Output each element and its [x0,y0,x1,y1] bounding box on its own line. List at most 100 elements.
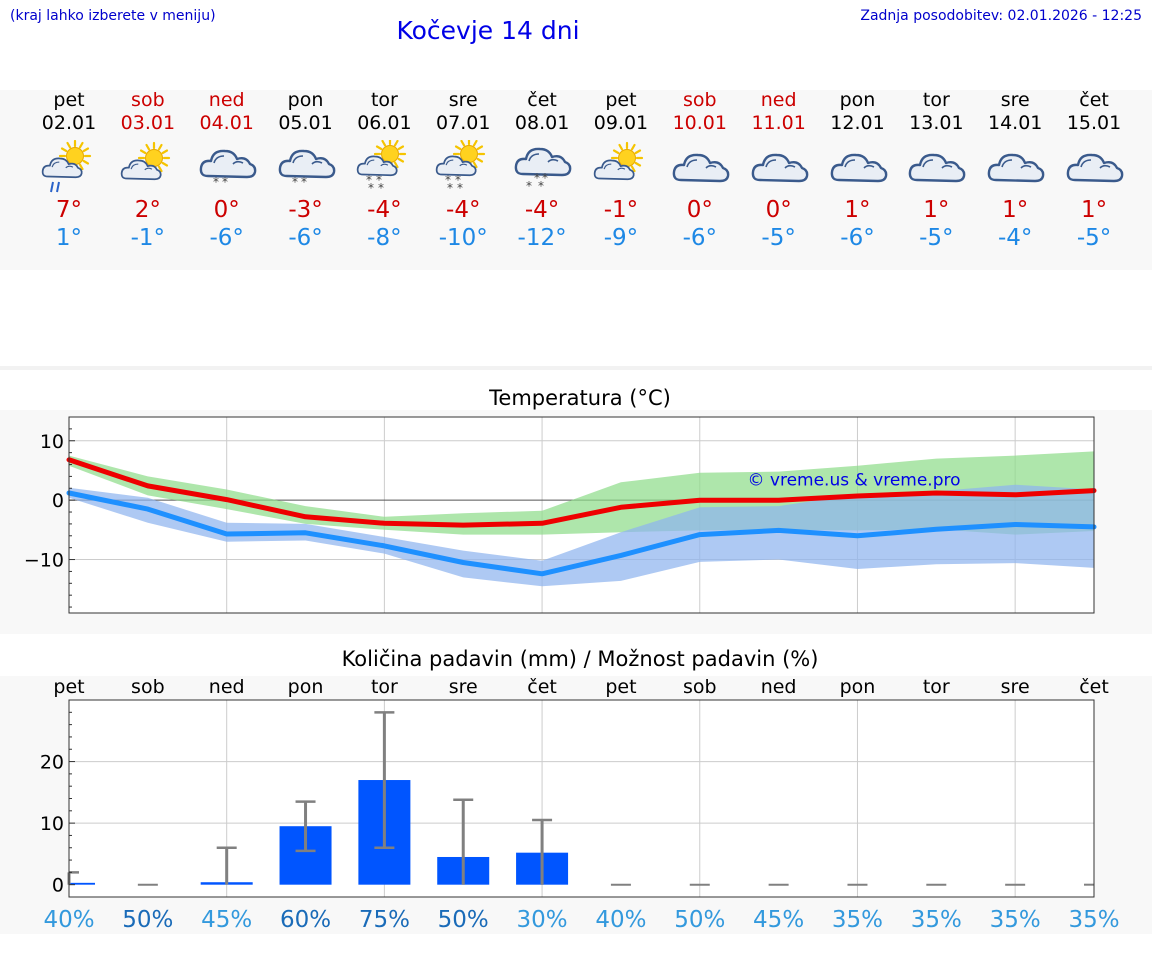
day-temp-max: 2° [134,197,161,223]
day-weekday: pet [605,89,637,111]
day-date: 08.01 [514,112,570,134]
location-hint[interactable]: (kraj lahko izberete v meniju) [10,8,216,24]
day-date: 04.01 [199,112,254,134]
day-temp-min: -12° [517,225,567,251]
day-weekday: sre [1000,89,1030,111]
day-temp-min: -5° [919,225,954,251]
day-forecast: sre 07.01 * * * * -4° -10° [423,88,503,252]
svg-text:*: * [445,173,451,187]
sun-cloud-snow-icon: * ** * [436,140,486,194]
day-temp-max: 0° [765,197,792,223]
day-weekday: pon [839,89,876,111]
category-label: pet [605,676,636,698]
day-forecast: čet 15.01 1° -5° [1054,88,1134,252]
svg-text:*: * [538,179,544,193]
plot-frame [68,416,1095,614]
day-date: 06.01 [357,112,412,134]
page-title: Kočevje 14 dni [396,16,580,45]
svg-text:*: * [222,175,228,189]
day-forecast: pet 09.01 -1° -9° [581,88,661,252]
day-forecast: sob 03.01 2° -1° [108,88,188,252]
day-weekday: tor [922,89,950,111]
category-label: sre [449,676,478,698]
day-temp-max: 0° [213,197,240,223]
day-date: 10.01 [672,112,727,134]
day-weekday: sre [448,89,478,111]
precipitation-probability: 75% [359,907,410,933]
precipitation-probability: 40% [595,907,646,933]
svg-text:*: * [368,181,374,194]
max-temperature-line [66,457,1097,528]
day-temp-min: -5° [761,225,796,251]
day-forecast: pon 12.01 1° -6° [818,88,898,252]
y-tick-label: 20 [40,752,64,774]
day-forecast: tor 13.01 1° -5° [896,88,976,252]
day-date: 15.01 [1066,112,1122,134]
day-forecast: ned 11.01 0° -5° [739,88,819,252]
precipitation-probability: 50% [122,907,173,933]
day-temp-max: 1° [923,197,950,223]
cloud-heavy-snow-icon: * ** * [514,147,572,193]
day-forecast: pon 05.01 * * -3° -6° [266,88,346,252]
y-tick-label: 10 [40,813,64,835]
precipitation-probability: 35% [990,907,1041,933]
cloud-icon [672,153,730,183]
precipitation-bar [69,882,95,885]
day-temp-max: 1° [1080,197,1108,223]
day-temp-min: -8° [367,225,402,251]
precipitation-chart-title: Količina padavin (mm) / Možnost padavin … [341,647,819,671]
day-temp-max: 1° [1002,197,1029,223]
svg-text:*: * [542,171,548,185]
category-label: čet [527,676,557,698]
day-temp-min: -6° [209,225,244,251]
y-tick-label: −10 [24,550,64,572]
category-label: ned [761,676,797,698]
day-weekday: sob [131,89,165,111]
min-range-band [69,484,1094,587]
day-date: 02.01 [41,112,97,134]
precipitation-probability: 45% [201,907,252,933]
precipitation-probability: 45% [753,907,804,933]
svg-text:*: * [376,173,382,187]
day-temp-max: -4° [524,197,560,223]
precipitation-probability: 30% [517,907,568,933]
category-label: tor [371,676,398,698]
day-temp-max: 1° [844,197,871,223]
cloud-icon [909,153,966,183]
precipitation-probability: 40% [43,907,94,933]
day-forecast: sob 10.01 0° -6° [660,88,740,252]
svg-text:*: * [378,181,384,194]
cloud-icon [987,153,1045,183]
divider [0,366,1152,370]
svg-text:*: * [447,181,453,194]
cloud-snow-icon: * * [199,149,257,189]
day-temp-min: -4° [997,225,1033,251]
plot-area [69,700,1094,897]
day-temp-max: -1° [603,197,639,223]
sun-cloud-rain-icon [41,140,92,193]
temperature-chart: © vreme.us & vreme.pro 10 0 −10 [24,416,1097,614]
sun-cloud-snow-icon: * ** * [357,140,407,194]
day-date: 09.01 [593,112,649,134]
category-label: sre [1001,676,1030,698]
sun-cloud-icon [120,141,170,181]
svg-text:*: * [213,175,219,189]
day-temp-max: -4° [367,197,402,223]
category-label: sob [683,676,717,698]
day-temp-max: 0° [686,197,713,223]
svg-text:*: * [455,173,461,187]
category-label: čet [1079,676,1109,698]
day-weekday: čet [527,89,557,111]
svg-text:*: * [526,179,532,193]
category-label: pet [53,676,84,698]
day-temp-min: -1° [130,225,166,251]
day-date: 11.01 [751,112,806,134]
day-temp-max: 7° [55,197,83,223]
svg-text:*: * [292,175,298,189]
day-weekday: ned [208,89,245,111]
day-forecast: tor 06.01 * * * * -4° -8° [344,88,424,252]
precipitation-probability: 35% [911,907,962,933]
day-date: 05.01 [278,112,333,134]
precipitation-probability: 50% [674,907,725,933]
day-temp-min: -6° [288,225,323,251]
